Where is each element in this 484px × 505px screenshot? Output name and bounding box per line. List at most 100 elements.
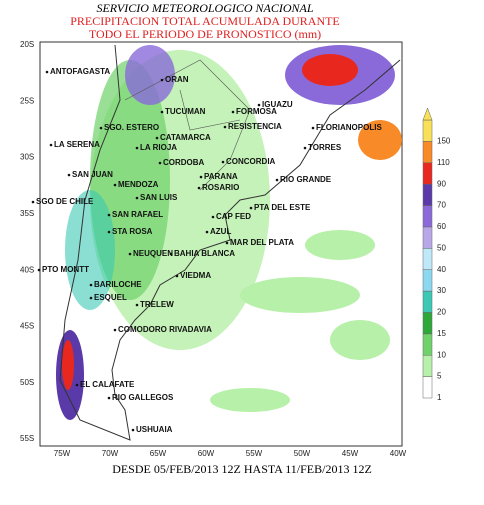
lat-label: 35S	[20, 209, 34, 218]
city-label: AZUL	[210, 227, 231, 236]
city-dot	[211, 215, 215, 219]
city-label: LA SERENA	[54, 140, 100, 149]
lon-label: 65W	[150, 449, 167, 458]
legend-label: 40	[437, 265, 446, 274]
city-label: CAP FED	[216, 212, 251, 221]
city-label: FLORIANOPOLIS	[316, 123, 382, 132]
city-label: EL CALAFATE	[80, 380, 135, 389]
city-dot	[128, 252, 132, 256]
legend-swatch	[422, 119, 433, 142]
city-label: SAN LUIS	[140, 193, 178, 202]
legend-label: 150	[437, 136, 451, 145]
city-label: SGO DE CHILE	[36, 197, 94, 206]
lon-label: 50W	[294, 449, 311, 458]
city-label: SAN JUAN	[72, 170, 113, 179]
city-label: PARANA	[204, 172, 238, 181]
legend-swatch	[422, 354, 433, 377]
lon-label: 55W	[246, 449, 263, 458]
city-label: STA ROSA	[112, 227, 153, 236]
lon-label: 75W	[54, 449, 71, 458]
map	[39, 41, 403, 447]
city-dot	[231, 110, 235, 114]
lat-label: 45S	[20, 322, 34, 331]
city-label: ESQUEL	[94, 293, 127, 302]
city-label: BARILOCHE	[94, 280, 142, 289]
city-dot	[107, 230, 111, 234]
lat-label: 40S	[20, 265, 34, 274]
city-label: FORMOSA	[236, 107, 277, 116]
city-dot	[89, 283, 93, 287]
city-dot	[107, 213, 111, 217]
city-dot	[175, 274, 179, 278]
city-dot	[275, 178, 279, 182]
legend-swatch	[422, 141, 433, 164]
city-dot	[311, 126, 315, 130]
lon-label: 60W	[198, 449, 215, 458]
legend-label: 90	[437, 179, 446, 188]
lon-label: 70W	[102, 449, 119, 458]
lat-label: 25S	[20, 96, 34, 105]
city-dot	[135, 303, 139, 307]
lat-label: 50S	[20, 378, 34, 387]
legend-swatch	[422, 312, 433, 335]
legend-label: 60	[437, 222, 446, 231]
city-dot	[197, 186, 201, 190]
city-dot	[158, 161, 162, 165]
city-label: ROSARIO	[202, 183, 239, 192]
city-dot	[155, 136, 159, 140]
city-label: PTO MONTT	[42, 265, 89, 274]
city-dot	[31, 200, 35, 204]
city-label: RIO GRANDE	[280, 175, 332, 184]
city-dot	[205, 230, 209, 234]
city-label: CONCORDIA	[226, 157, 276, 166]
city-dot	[37, 268, 41, 272]
lat-label: 55S	[20, 434, 34, 443]
legend-label: 50	[437, 243, 446, 252]
city-dot	[199, 175, 203, 179]
city-label: MAR DEL PLATA	[230, 238, 294, 247]
footer: DESDE 05/FEB/2013 12Z HASTA 11/FEB/2013 …	[112, 462, 372, 476]
city-dot	[160, 78, 164, 82]
city-label: SAN RAFAEL	[112, 210, 163, 219]
city-dot	[131, 428, 135, 432]
city-label: RIO GALLEGOS	[112, 393, 174, 402]
legend-label: 20	[437, 308, 446, 317]
title: PRECIPITACION TOTAL ACUMULADA DURANTE	[70, 14, 340, 28]
legend-swatch	[422, 248, 433, 270]
city-dot	[67, 173, 71, 177]
city-label: RESISTENCIA	[228, 122, 282, 131]
legend-label: 30	[437, 286, 446, 295]
city-dot	[113, 183, 117, 187]
city-label: USHUAIA	[136, 425, 173, 434]
city-label: IGUAZU	[262, 100, 293, 109]
city-dot	[303, 146, 307, 150]
city-label: CATAMARCA	[160, 133, 211, 142]
city-dot	[257, 103, 261, 107]
city-dot	[249, 206, 253, 210]
legend-label: 5	[437, 372, 442, 381]
city-dot	[223, 125, 227, 129]
legend-swatch	[422, 269, 433, 292]
city-dot	[45, 70, 49, 74]
legend-label: 110	[437, 158, 450, 167]
legend-label: 1	[437, 393, 442, 402]
city-label: ANTOFAGASTA	[50, 67, 110, 76]
city-dot	[75, 383, 79, 387]
city-dot	[160, 110, 164, 114]
city-label: TUCUMAN	[165, 107, 206, 116]
legend-arrow	[422, 107, 433, 121]
city-dot	[89, 296, 93, 300]
city-dot	[135, 146, 139, 150]
lat-label: 20S	[20, 40, 34, 49]
legend-swatch	[422, 333, 433, 356]
legend-swatch	[422, 162, 433, 185]
city-label: SGO. ESTERO	[104, 123, 159, 132]
lon-label: 40W	[390, 449, 407, 458]
city-dot	[113, 328, 117, 332]
city-label: PTA DEL ESTE	[254, 203, 311, 212]
legend-label: 10	[437, 350, 446, 359]
agency: SERVICIO METEOROLOGICO NACIONAL	[96, 1, 313, 15]
city-label: TORRES	[308, 143, 342, 152]
city-label: VIEDMA	[180, 271, 211, 280]
city-dot	[169, 252, 173, 256]
